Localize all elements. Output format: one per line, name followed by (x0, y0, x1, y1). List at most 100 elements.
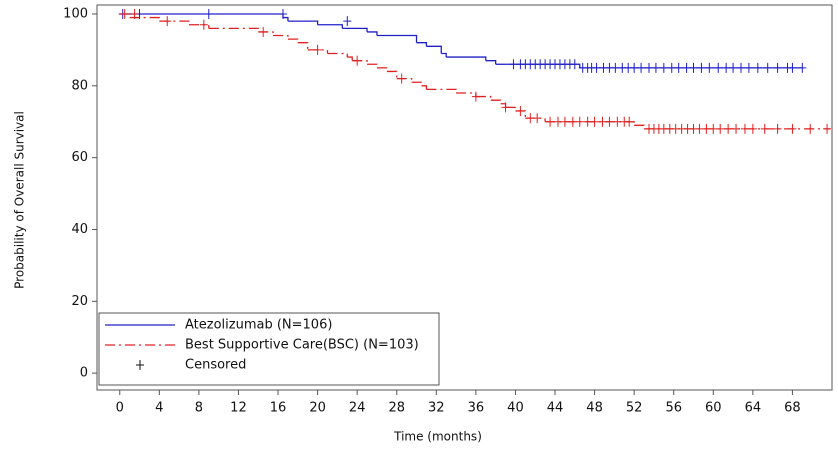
censor-mark (709, 123, 718, 134)
x-tick-label: 12 (230, 401, 247, 416)
censor-mark (204, 8, 213, 19)
survival-step (188, 24, 210, 29)
censor-mark (590, 116, 599, 127)
censor-mark (695, 123, 704, 134)
x-tick-label: 40 (507, 401, 524, 416)
survival-step (500, 103, 507, 108)
x-tick-label: 4 (155, 401, 163, 416)
censor-mark (722, 62, 731, 73)
censor-mark (674, 62, 683, 73)
survival-step (525, 117, 546, 122)
censor-mark (788, 62, 797, 73)
censor-mark (651, 62, 660, 73)
censor-mark (575, 116, 584, 127)
censor-mark (716, 123, 725, 134)
y-tick-label: 80 (71, 78, 88, 93)
censor-mark (630, 62, 639, 73)
survival-step (273, 34, 289, 40)
censor-mark (605, 116, 614, 127)
legend-label: Censored (185, 358, 246, 373)
censor-mark (471, 91, 480, 102)
y-tick-label: 40 (71, 222, 88, 237)
censor-mark (702, 123, 711, 134)
censor-mark (736, 62, 745, 73)
censor-mark (199, 19, 208, 30)
survival-step (416, 42, 428, 47)
y-tick-label: 0 (80, 366, 88, 381)
survival-step (441, 52, 447, 58)
x-tick-label: 52 (626, 401, 643, 416)
censor-mark (592, 62, 601, 73)
legend-censor-symbol (136, 360, 144, 370)
survival-step (287, 38, 299, 43)
survival-step (342, 27, 368, 32)
legend-label: Best Supportive Care(BSC) (N=103) (185, 338, 419, 353)
censor-mark (343, 16, 352, 27)
censor-mark (637, 62, 646, 73)
survival-step (386, 70, 398, 79)
censor-mark (740, 123, 749, 134)
survival-step (282, 16, 289, 22)
censor-mark (773, 123, 782, 134)
plot-frame (96, 4, 833, 391)
censor-mark (732, 123, 741, 134)
censor-mark (806, 123, 815, 134)
survival-step (446, 56, 487, 61)
censor-mark (682, 62, 691, 73)
survival-step (475, 95, 492, 101)
survival-step (347, 56, 353, 61)
x-tick-label: 32 (428, 401, 445, 416)
censor-mark (598, 116, 607, 127)
censor-mark (644, 62, 653, 73)
survival-step (426, 45, 442, 54)
censor-mark (753, 62, 762, 73)
censor-mark (689, 62, 698, 73)
survival-step (426, 88, 457, 93)
survival-step (129, 16, 160, 22)
survival-step (367, 31, 378, 36)
censor-mark (278, 8, 287, 19)
censor-mark (583, 116, 592, 127)
y-tick-label: 20 (71, 294, 88, 309)
x-axis-label: Time (months) (393, 430, 482, 444)
censor-mark (397, 73, 406, 84)
survival-step (485, 60, 497, 65)
censor-mark (533, 113, 542, 124)
survival-step (376, 34, 418, 43)
censor-mark (130, 8, 139, 19)
survival-step (396, 77, 413, 83)
censor-mark (760, 123, 769, 134)
censor-mark (659, 62, 668, 73)
censor-mark (526, 113, 535, 124)
survival-step (287, 20, 319, 25)
survival-step (421, 85, 428, 90)
x-tick-label: 0 (116, 401, 124, 416)
censor-mark (763, 62, 772, 73)
censor-mark (560, 116, 569, 127)
censor-mark (788, 123, 797, 134)
survival-step (208, 27, 259, 32)
y-tick-label: 100 (63, 6, 88, 21)
censor-mark (613, 116, 622, 127)
censor-mark (120, 8, 129, 19)
censor-mark (724, 123, 733, 134)
censor-mark (667, 62, 676, 73)
survival-step (505, 106, 517, 111)
x-tick-label: 16 (270, 401, 287, 416)
censor-mark (163, 16, 172, 27)
x-tick-label: 64 (745, 401, 762, 416)
survival-step (258, 31, 274, 36)
censor-mark (798, 62, 807, 73)
censor-mark (697, 62, 706, 73)
censor-mark (546, 116, 555, 127)
y-tick-label: 60 (71, 150, 88, 165)
x-tick-label: 68 (784, 401, 801, 416)
censor-mark (714, 62, 723, 73)
survival-step (634, 124, 645, 129)
censor-mark (744, 62, 753, 73)
survival-step (159, 20, 190, 25)
censor-mark (516, 105, 525, 116)
censor-mark (353, 55, 362, 66)
censor-mark (705, 62, 714, 73)
x-tick-label: 44 (547, 401, 564, 416)
